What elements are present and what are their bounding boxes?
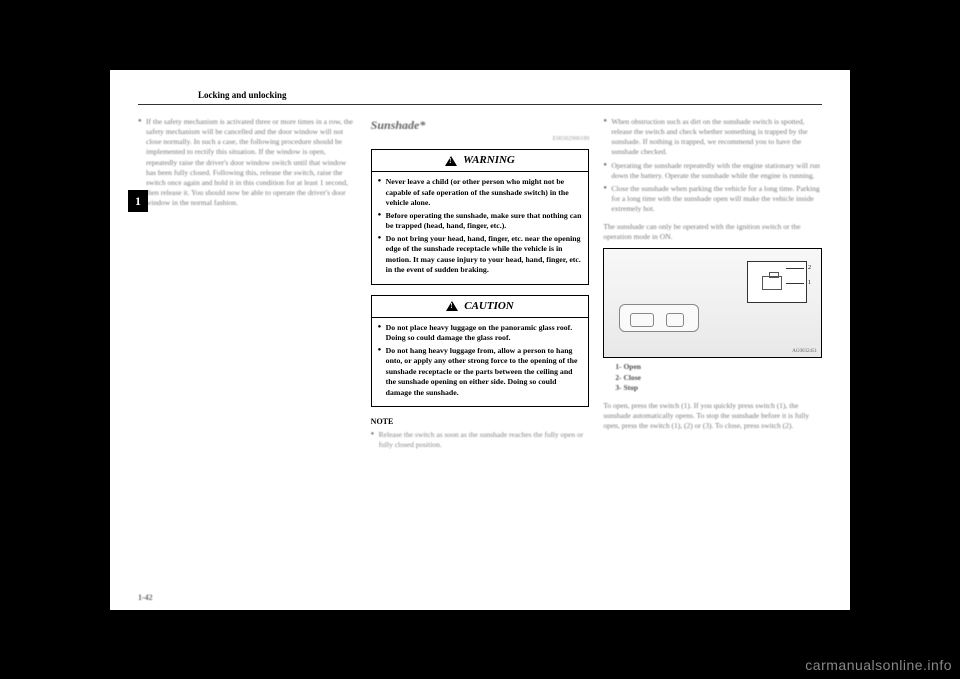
page-header: Locking and unlocking [138, 90, 822, 105]
col1-para: If the safety mechanism is activated thr… [138, 117, 357, 208]
caption-line: 1- Open [615, 362, 822, 372]
leader-line [786, 268, 804, 269]
caution-header: CAUTION [372, 296, 589, 318]
column-3: When obstruction such as dirt on the sun… [603, 117, 822, 453]
note-label: NOTE [371, 417, 590, 428]
figure-caption: 1- Open 2- Close 3- Stop [615, 362, 822, 392]
caution-box: CAUTION Do not place heavy luggage on th… [371, 295, 590, 407]
caution-item: Do not place heavy luggage on the panora… [378, 323, 583, 344]
warning-title: WARNING [463, 153, 515, 168]
caution-title: CAUTION [464, 299, 514, 314]
warning-item: Never leave a child (or other person who… [378, 177, 583, 209]
fig-label-2: 2 [808, 264, 811, 272]
console-shape [619, 304, 699, 332]
warning-triangle-icon [445, 156, 457, 166]
warning-item: Do not bring your head, hand, finger, et… [378, 234, 583, 276]
warning-box: WARNING Never leave a child (or other pe… [371, 149, 590, 284]
header-title: Locking and unlocking [198, 90, 822, 100]
section-code: E00302900189 [371, 135, 590, 143]
content-columns: If the safety mechanism is activated thr… [138, 117, 822, 453]
col3-bottom: To open, press the switch (1). If you qu… [603, 401, 822, 431]
manual-page: Locking and unlocking 1 If the safety me… [110, 70, 850, 610]
caution-triangle-icon [446, 301, 458, 311]
col3-item: Close the sunshade when parking the vehi… [603, 184, 822, 214]
col3-top-block: When obstruction such as dirt on the sun… [603, 117, 822, 214]
column-2: Sunshade* E00302900189 WARNING Never lea… [371, 117, 590, 453]
warning-body: Never leave a child (or other person who… [372, 172, 589, 284]
col3-item: When obstruction such as dirt on the sun… [603, 117, 822, 158]
watermark: carmanualsonline.info [805, 657, 952, 673]
sunshade-figure: 2 1 AG0032451 [603, 248, 822, 358]
note-text: Release the switch as soon as the sunsha… [371, 430, 590, 450]
col3-midline: The sunshade can only be operated with t… [603, 222, 822, 242]
column-1: If the safety mechanism is activated thr… [138, 117, 357, 453]
warning-item: Before operating the sunshade, make sure… [378, 211, 583, 232]
fig-label-1: 1 [808, 279, 811, 287]
caution-body: Do not place heavy luggage on the panora… [372, 318, 589, 407]
caution-item: Do not hang heavy luggage from, allow a … [378, 346, 583, 399]
leader-line [786, 283, 804, 284]
section-title: Sunshade* [371, 117, 590, 133]
caption-line: 3- Stop [615, 383, 822, 393]
page-number: 1-42 [138, 593, 153, 602]
col3-item: Operating the sunshade repeatedly with t… [603, 161, 822, 181]
figure-code: AG0032451 [792, 349, 817, 356]
caption-line: 2- Close [615, 373, 822, 383]
switch-shape [762, 276, 782, 290]
warning-header: WARNING [372, 150, 589, 172]
